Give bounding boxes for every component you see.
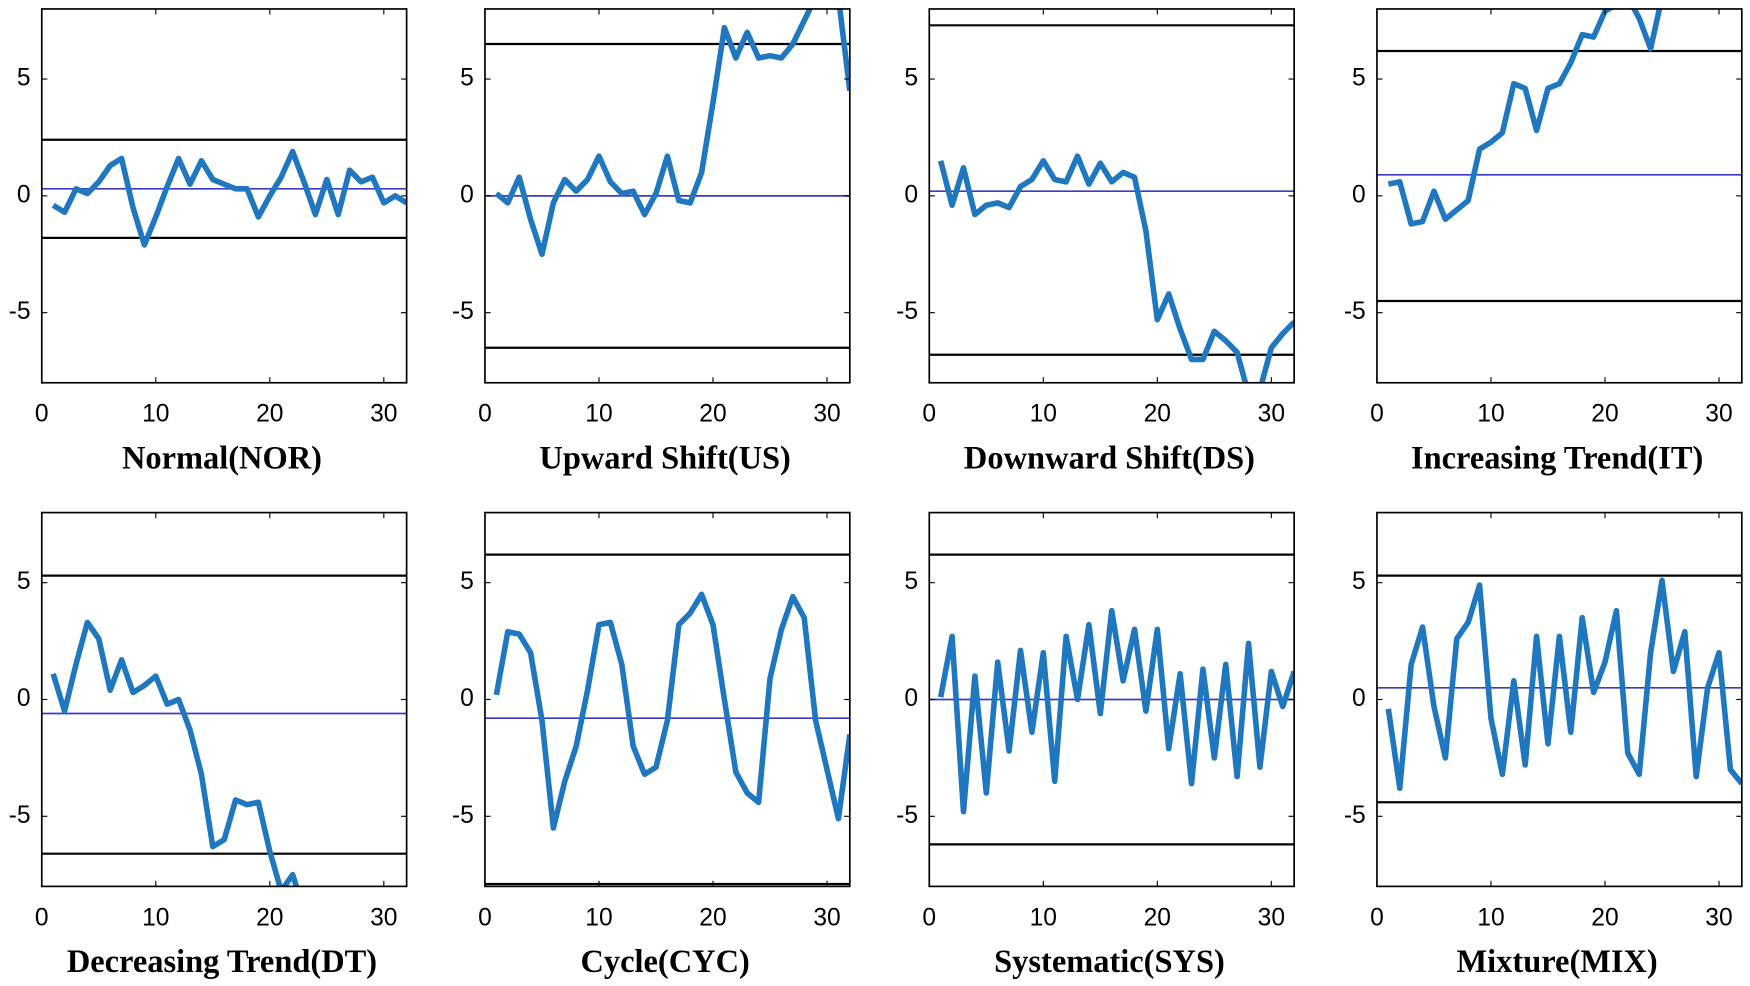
data-line [51, 148, 407, 248]
chart-title: Mixture(MIX) [1457, 944, 1658, 980]
x-tick-label: 10 [142, 401, 169, 428]
x-tick-label: 10 [1030, 904, 1057, 931]
x-tick-label: 10 [585, 401, 612, 428]
subplot: -5 0 5 0 10 20 30 Mixture(MIX) [1344, 511, 1743, 980]
data-line [494, 8, 850, 258]
chart-title: Normal(NOR) [122, 441, 322, 477]
x-tick-label: 20 [1591, 904, 1618, 931]
chart-title: Cycle(CYC) [580, 944, 749, 980]
x-tick-label: 20 [1144, 401, 1171, 428]
x-tick-label: 0 [922, 401, 936, 428]
y-tick-label: 5 [17, 65, 31, 92]
x-tick-label: 30 [813, 904, 840, 931]
x-tick-label: 10 [142, 904, 169, 931]
x-tick-label: 0 [478, 401, 492, 428]
y-tick-label: -5 [452, 298, 474, 325]
x-tick-label: 20 [699, 904, 726, 931]
y-tick-label: 5 [1352, 65, 1366, 92]
chart-title: Increasing Trend(IT) [1411, 441, 1703, 477]
data-line [937, 607, 1295, 815]
x-tick-label: 10 [585, 904, 612, 931]
data-line [937, 153, 1295, 383]
y-tick-label: -5 [9, 802, 31, 829]
x-tick-label: 0 [35, 904, 49, 931]
y-tick-label: 0 [904, 685, 918, 712]
x-tick-label: 20 [256, 904, 283, 931]
subplot: -5 0 5 0 10 20 30 Systematic(SYS) [896, 511, 1295, 980]
x-tick-label: 20 [1144, 904, 1171, 931]
x-tick-label: 30 [1705, 401, 1732, 428]
chart-title: Decreasing Trend(DT) [67, 944, 377, 980]
y-tick-label: 0 [460, 181, 474, 208]
x-tick-label: 0 [478, 904, 492, 931]
y-tick-label: 0 [904, 181, 918, 208]
y-tick-label: 0 [460, 685, 474, 712]
chart-title: Upward Shift(US) [539, 441, 790, 477]
x-tick-label: 0 [1370, 904, 1384, 931]
subplot: -5 0 5 0 10 20 30 Upward Shift(US) [452, 8, 851, 477]
subplot: -5 0 5 0 10 20 30 Cycle(CYC) [452, 511, 851, 980]
x-tick-label: 30 [1258, 904, 1285, 931]
x-tick-label: 30 [370, 401, 397, 428]
data-line [1385, 577, 1742, 792]
axes-box [40, 8, 408, 384]
y-tick-label: 5 [904, 568, 918, 595]
x-tick-label: 20 [1591, 401, 1618, 428]
x-tick-label: 0 [35, 401, 49, 428]
y-tick-label: 5 [460, 65, 474, 92]
y-tick-label: -5 [896, 802, 918, 829]
x-tick-label: 20 [699, 401, 726, 428]
x-tick-label: 10 [1477, 401, 1504, 428]
x-tick-label: 0 [1370, 401, 1384, 428]
data-line [1387, 8, 1663, 227]
y-tick-label: 0 [1352, 685, 1366, 712]
y-tick-label: -5 [1344, 298, 1366, 325]
y-tick-label: 5 [904, 65, 918, 92]
axes-box [928, 8, 1295, 384]
x-tick-label: 10 [1030, 401, 1057, 428]
x-tick-label: 30 [1705, 904, 1732, 931]
y-tick-label: 5 [1352, 568, 1366, 595]
y-tick-label: -5 [896, 298, 918, 325]
y-tick-label: 0 [17, 181, 31, 208]
y-tick-label: 5 [460, 568, 474, 595]
y-tick-label: 0 [17, 685, 31, 712]
y-tick-label: -5 [1344, 802, 1366, 829]
chart-title: Systematic(SYS) [994, 944, 1225, 980]
data-line [493, 591, 850, 831]
x-tick-label: 30 [1258, 401, 1285, 428]
y-tick-label: -5 [452, 802, 474, 829]
subplot: -5 0 5 0 10 20 30 Decreasing Trend(DT) [9, 511, 408, 980]
x-tick-label: 30 [370, 904, 397, 931]
subplot: -5 0 5 0 10 20 30 Normal(NOR) [9, 8, 408, 477]
y-tick-label: -5 [9, 298, 31, 325]
x-tick-label: 0 [922, 904, 936, 931]
y-tick-label: 5 [17, 568, 31, 595]
x-tick-label: 30 [813, 401, 840, 428]
x-tick-label: 10 [1477, 904, 1504, 931]
x-tick-label: 20 [256, 401, 283, 428]
data-line [50, 619, 300, 887]
chart-title: Downward Shift(DS) [964, 441, 1255, 477]
y-tick-label: 0 [1352, 181, 1366, 208]
